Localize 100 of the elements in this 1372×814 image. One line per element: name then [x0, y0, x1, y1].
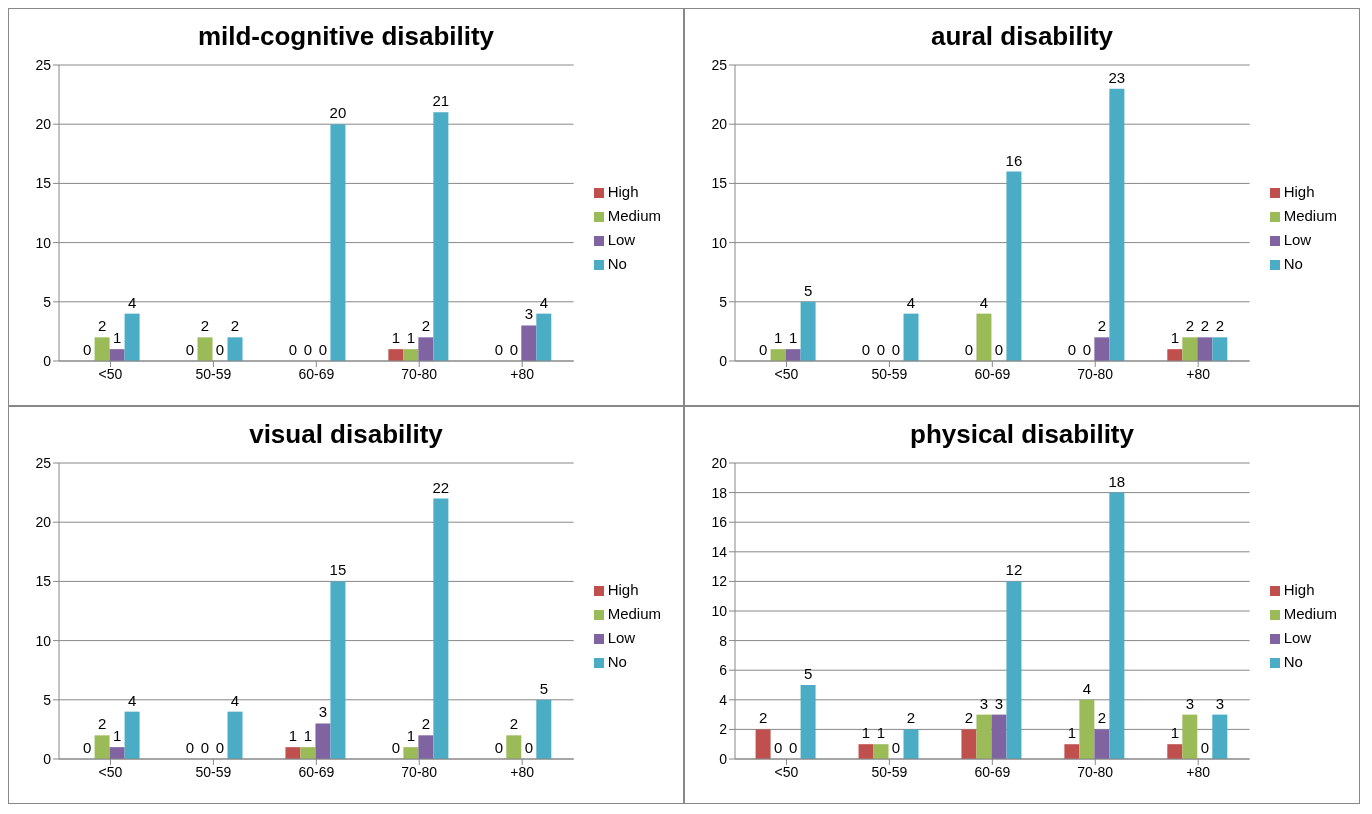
bar: [1079, 699, 1095, 759]
data-label: 5: [803, 665, 813, 682]
data-label: 0: [509, 340, 518, 358]
data-label: 2: [421, 317, 431, 335]
data-label: 0: [215, 340, 225, 358]
bar: [755, 729, 771, 759]
data-label: 0: [185, 738, 195, 756]
x-tick-label: +80: [1186, 763, 1211, 780]
bar: [1094, 337, 1110, 361]
x-tick-label: 60-69: [298, 763, 335, 780]
data-label: 15: [329, 561, 347, 579]
data-label: 0: [318, 340, 328, 358]
bar: [1167, 744, 1183, 759]
data-label: 2: [906, 709, 916, 727]
x-tick-label: 70-80: [401, 763, 438, 780]
bar: [197, 337, 213, 361]
y-tick-label: 4: [719, 691, 728, 708]
chart-title: visual disability: [248, 419, 444, 451]
y-tick-label: 25: [35, 56, 52, 73]
legend-label: Low: [1283, 231, 1312, 248]
bar: [227, 711, 243, 759]
data-label: 21: [432, 92, 450, 110]
data-label: 0: [876, 340, 886, 358]
bar: [94, 735, 110, 759]
data-label: 4: [127, 293, 137, 311]
chart-title: mild-cognitive disability: [196, 21, 496, 53]
data-label: 0: [215, 738, 225, 756]
data-label: 3: [1215, 694, 1224, 712]
bar: [403, 747, 419, 759]
data-label: 12: [1005, 561, 1023, 579]
data-label: 4: [230, 691, 240, 709]
data-label: 0: [1082, 340, 1092, 358]
y-tick-label: 20: [711, 116, 728, 133]
y-tick-label: 8: [719, 632, 728, 649]
bar: [800, 301, 816, 361]
data-label: 2: [758, 709, 768, 727]
y-tick-label: 10: [35, 632, 52, 649]
bar: [785, 349, 801, 361]
data-label: 3: [979, 694, 989, 712]
legend-label: No: [1283, 255, 1303, 272]
bar: [1182, 714, 1198, 759]
data-label: 0: [891, 340, 901, 358]
y-tick-label: 15: [35, 175, 52, 192]
bar: [124, 313, 140, 361]
data-label: 1: [788, 329, 798, 347]
y-tick-label: 15: [35, 573, 52, 590]
bar: [1006, 171, 1022, 361]
bar: [315, 723, 331, 759]
data-label: 1: [391, 329, 401, 347]
x-tick-label: 70-80: [1077, 365, 1114, 382]
bar: [903, 313, 919, 361]
data-label: 0: [288, 340, 298, 358]
bar: [800, 685, 816, 759]
bar: [976, 313, 992, 361]
data-label: 0: [758, 340, 768, 358]
bar: [858, 744, 874, 759]
bar: [536, 313, 552, 361]
bar: [903, 729, 919, 759]
data-label: 4: [979, 293, 989, 311]
y-tick-label: 5: [43, 691, 52, 708]
bar: [991, 714, 1007, 759]
data-label: 18: [1108, 472, 1126, 490]
y-tick-label: 5: [719, 293, 728, 310]
data-label: 3: [524, 305, 533, 323]
bar: [403, 349, 419, 361]
data-label: 0: [185, 340, 195, 358]
y-tick-label: 15: [711, 175, 728, 192]
data-label: 0: [524, 738, 533, 756]
data-label: 1: [406, 727, 416, 745]
data-label: 0: [1067, 340, 1077, 358]
data-label: 4: [127, 691, 137, 709]
data-label: 2: [1200, 317, 1209, 335]
x-tick-label: <50: [774, 763, 799, 780]
data-label: 1: [773, 329, 783, 347]
data-label: 16: [1005, 151, 1023, 169]
data-label: 1: [406, 329, 416, 347]
y-tick-label: 0: [719, 352, 728, 369]
bar: [1006, 581, 1022, 759]
data-label: 2: [1215, 317, 1224, 335]
bar: [285, 747, 301, 759]
data-label: 1: [1170, 329, 1179, 347]
data-label: 0: [788, 738, 798, 756]
data-label: 2: [964, 709, 974, 727]
bar: [433, 498, 449, 759]
bar: [1182, 337, 1198, 361]
data-label: 1: [112, 329, 122, 347]
data-label: 0: [1200, 738, 1209, 756]
legend-label: Low: [1283, 629, 1312, 646]
data-label: 0: [82, 340, 92, 358]
data-label: 1: [303, 727, 313, 745]
data-label: 2: [421, 715, 431, 733]
y-tick-label: 16: [711, 514, 728, 531]
x-tick-label: 70-80: [401, 365, 438, 382]
bar: [433, 112, 449, 361]
data-label: 1: [1067, 724, 1077, 742]
y-tick-label: 18: [711, 484, 728, 501]
bar: [1109, 492, 1125, 759]
data-label: 5: [803, 281, 813, 299]
x-tick-label: 60-69: [974, 365, 1011, 382]
data-label: 0: [82, 738, 92, 756]
